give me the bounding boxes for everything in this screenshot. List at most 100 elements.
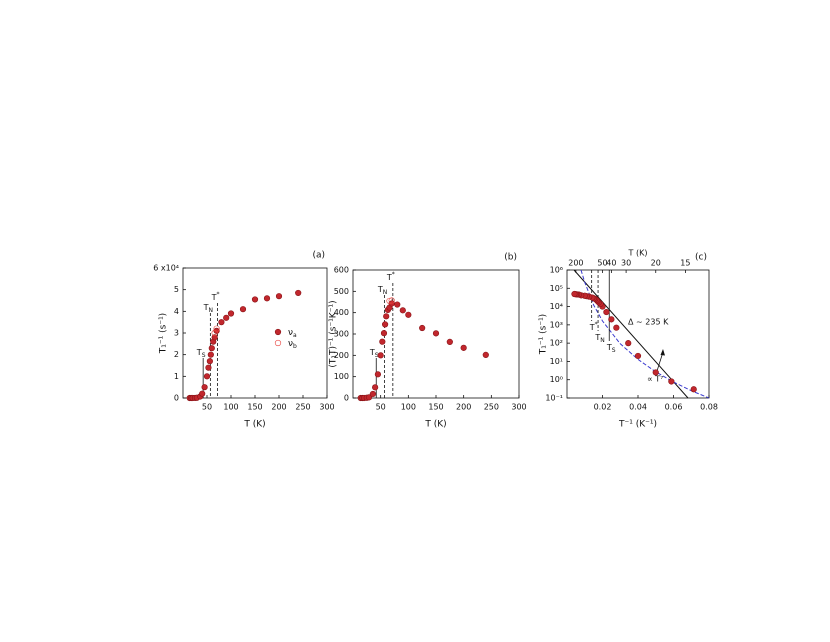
- data-point: [482, 351, 489, 359]
- y-tick-label: 10⁵: [550, 284, 563, 293]
- data-point: [251, 296, 259, 303]
- data-point: [603, 308, 610, 316]
- y-axis-label: T₁⁻¹ (s⁻¹): [539, 314, 549, 355]
- data-point: [432, 330, 440, 337]
- x-tick-label: 100: [223, 403, 238, 412]
- x-tick-label: 150: [247, 403, 262, 412]
- panel-label: (b): [504, 253, 517, 263]
- x-tick-label: 150: [428, 403, 443, 412]
- data-point: [668, 378, 675, 385]
- data-point: [460, 344, 467, 351]
- y-tick-label: 0: [174, 394, 179, 403]
- y-tick-label: 2: [174, 350, 179, 359]
- data-point: [263, 295, 271, 302]
- y-tick-label: 10⁰: [550, 375, 563, 384]
- data-point: [199, 390, 206, 397]
- transition-label: TN: [203, 303, 213, 314]
- x-tick-label: 200: [456, 403, 471, 412]
- y-tick-label: 10⁶: [550, 266, 563, 275]
- data-point: [394, 301, 401, 308]
- legend-label: νb: [288, 339, 297, 350]
- data-point: [223, 314, 230, 321]
- x-tick-label: 250: [295, 403, 310, 412]
- axes-frame: [182, 267, 328, 399]
- activation-fit-line: [573, 269, 689, 399]
- transition-label: T*: [386, 271, 395, 282]
- x2-tick-label: 20: [651, 259, 661, 268]
- y-tick-label: 0: [344, 394, 349, 403]
- data-point: [405, 311, 412, 318]
- x-tick-label: 0.02: [594, 403, 612, 412]
- data-point: [227, 310, 235, 317]
- data-point: [374, 371, 382, 378]
- data-point: [377, 352, 384, 359]
- data-point: [208, 345, 215, 352]
- y-axis-label: (T₁T)⁻¹ (s⁻¹K⁻¹): [329, 300, 339, 367]
- y-tick-label: 10³: [550, 320, 563, 329]
- data-point: [381, 321, 389, 328]
- y-tick-label: 3: [174, 329, 179, 338]
- y-axis-label: T₁⁻¹ (s⁻¹): [159, 313, 169, 354]
- data-point: [206, 358, 213, 365]
- y-tick-label: 500: [334, 287, 349, 296]
- transition-label: TS: [606, 343, 616, 354]
- transition-label: T*: [589, 321, 598, 332]
- x2-tick-label: 15: [680, 259, 690, 268]
- x-tick-label: 50: [202, 403, 212, 412]
- data-point: [388, 297, 395, 304]
- x-tick-label: 200: [271, 403, 286, 412]
- data-point: [379, 338, 386, 345]
- data-point: [201, 384, 208, 391]
- data-point: [211, 329, 218, 337]
- y-tick-label: 4: [174, 307, 179, 316]
- data-point: [399, 307, 406, 314]
- data-point: [211, 334, 218, 341]
- data-point: [446, 338, 453, 345]
- y-tick-label: 10⁴: [550, 302, 563, 311]
- data-point: [634, 352, 642, 360]
- data-point: [365, 394, 373, 401]
- y-tick-label: 400: [334, 308, 349, 317]
- x2-tick-label: 30: [621, 259, 631, 268]
- x-tick-label: 300: [511, 403, 526, 412]
- transition-label: TN: [594, 333, 604, 344]
- data-point: [239, 306, 247, 313]
- legend-symbol: [274, 328, 282, 336]
- data-point: [386, 297, 393, 305]
- x2-tick-label: 50: [597, 259, 607, 268]
- data-point: [372, 384, 379, 391]
- data-point: [218, 319, 225, 326]
- panel-label: (c): [695, 253, 707, 263]
- x2-tick-label: 200: [568, 259, 583, 268]
- x-tick-label: 100: [401, 403, 416, 412]
- panel-label: (a): [312, 251, 325, 261]
- data-point: [383, 313, 390, 320]
- x2-tick-label: 40: [606, 259, 616, 268]
- x-tick-label: 0.04: [629, 403, 647, 412]
- data-point: [571, 290, 578, 298]
- y-tick-label: 6 x10⁴: [153, 264, 179, 273]
- x-tick-label: 50: [376, 403, 386, 412]
- y-tick-label: 5: [174, 285, 179, 294]
- annotation: ∝ T⁷: [647, 375, 663, 384]
- y-tick-label: 10²: [550, 339, 563, 348]
- data-point: [625, 340, 632, 347]
- axes-frame: [566, 269, 710, 399]
- x-tick-label: 300: [319, 403, 334, 412]
- x-tick-label: 250: [484, 403, 499, 412]
- data-point: [690, 386, 697, 393]
- y-tick-label: 200: [334, 351, 349, 360]
- data-point: [207, 351, 214, 358]
- transition-label: T*: [211, 291, 220, 302]
- annotation: Δ ~ 235 K: [628, 318, 669, 327]
- data-point: [205, 364, 212, 371]
- x-tick-label: 0.08: [700, 403, 718, 412]
- data-point: [652, 369, 659, 376]
- arrow-head: [660, 349, 665, 356]
- data-point: [295, 289, 302, 297]
- x2-axis-label: T (K): [628, 249, 648, 258]
- y-tick-label: 300: [334, 330, 349, 339]
- y-tick-label: 10⁻¹: [545, 394, 563, 403]
